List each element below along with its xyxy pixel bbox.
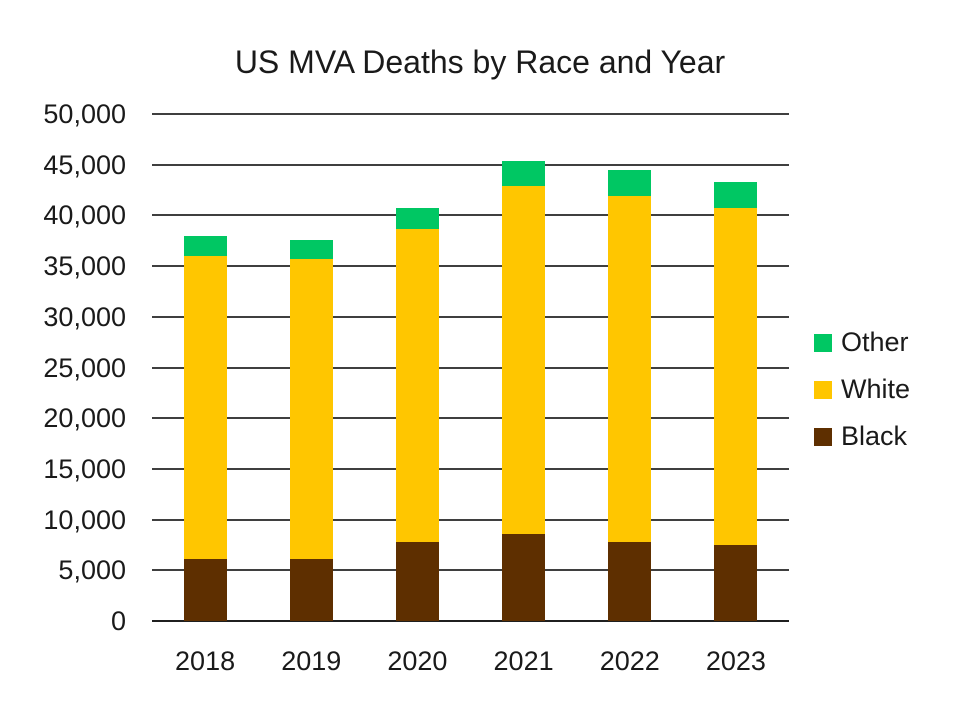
- y-tick-label: 35,000: [43, 251, 126, 282]
- gridline: [152, 366, 789, 369]
- legend-label-white: White: [841, 374, 911, 404]
- y-tick-label: 20,000: [43, 403, 126, 434]
- plot-area: [152, 113, 789, 622]
- bar-segment-2023-other: [714, 181, 758, 209]
- legend-item-white: White: [814, 376, 910, 403]
- y-tick-label: 15,000: [43, 453, 126, 484]
- bar-segment-2020-other: [395, 208, 439, 229]
- gridline: [152, 417, 789, 420]
- legend-label-black: Black: [841, 421, 908, 451]
- y-tick-label: 50,000: [43, 99, 126, 129]
- gridline: [152, 214, 789, 217]
- x-tick-label-2019: 2019: [281, 646, 342, 676]
- bar-segment-2020-white: [395, 228, 439, 542]
- legend: Other White Black: [814, 329, 910, 450]
- y-tick-label: 0: [110, 606, 126, 636]
- bar-segment-2022-other: [608, 169, 652, 197]
- y-tick-label: 10,000: [43, 504, 126, 535]
- y-tick-label: 45,000: [43, 149, 126, 180]
- bar-segment-2022-black: [608, 541, 652, 621]
- bar-segment-2021-other: [502, 160, 546, 186]
- legend-swatch-black-icon: [814, 427, 832, 446]
- bar-segment-2019-other: [289, 239, 333, 260]
- y-tick-label: 5,000: [58, 555, 126, 586]
- gridline: [152, 467, 789, 470]
- bar-segment-2021-black: [502, 533, 546, 621]
- chart-title: US MVA Deaths by Race and Year: [234, 44, 726, 80]
- bar-segment-2019-black: [289, 559, 333, 621]
- gridline: [152, 569, 789, 572]
- gridline: [152, 113, 789, 115]
- bar-segment-2018-other: [183, 235, 227, 256]
- legend-label-other: Other: [841, 327, 909, 357]
- legend-swatch-other-icon: [814, 333, 832, 352]
- bar-segment-2023-black: [714, 544, 758, 621]
- legend-item-black: Black: [814, 423, 910, 450]
- x-tick-label-2020: 2020: [387, 646, 448, 676]
- legend-item-other: Other: [814, 329, 910, 356]
- bar-segment-2021-white: [502, 186, 546, 534]
- bar-segment-2019-white: [289, 259, 333, 560]
- y-tick-label: 25,000: [43, 352, 126, 383]
- gridline: [152, 518, 789, 521]
- gridline: [152, 265, 789, 268]
- bar-segment-2018-white: [183, 255, 227, 560]
- bar-segment-2020-black: [395, 541, 439, 621]
- bar-segment-2018-black: [183, 559, 227, 621]
- gridline: [152, 315, 789, 318]
- x-tick-label-2022: 2022: [599, 646, 660, 676]
- legend-swatch-white-icon: [814, 380, 832, 399]
- x-tick-label-2021: 2021: [493, 646, 554, 676]
- x-tick-label-2018: 2018: [175, 646, 236, 676]
- y-tick-label: 40,000: [43, 200, 126, 231]
- bar-segment-2023-white: [714, 208, 758, 545]
- bar-segment-2022-white: [608, 196, 652, 542]
- gridline: [152, 163, 789, 166]
- x-axis-line: [152, 620, 789, 622]
- x-tick-label-2023: 2023: [705, 646, 766, 676]
- y-tick-label: 30,000: [43, 301, 126, 332]
